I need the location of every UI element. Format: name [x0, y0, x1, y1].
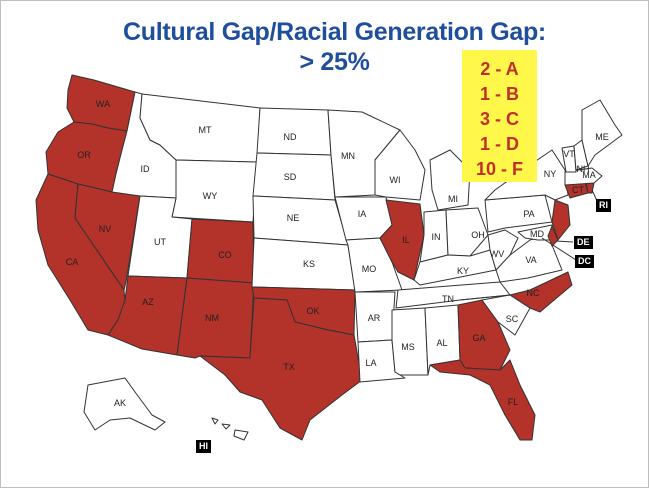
label-mn: MN: [341, 151, 355, 161]
label-nh: NH: [577, 164, 590, 174]
label-wy: WY: [203, 191, 218, 201]
label-ga: GA: [472, 333, 485, 343]
label-co: CO: [218, 250, 232, 260]
label-nc: NC: [527, 288, 540, 298]
label-tn: TN: [442, 294, 454, 304]
label-nv: NV: [99, 224, 112, 234]
label-il: IL: [402, 235, 410, 245]
state-vt[interactable]: [561, 145, 577, 173]
tag-dc: DC: [575, 255, 594, 268]
label-ok: OK: [306, 306, 319, 316]
state-wy[interactable]: [171, 159, 258, 223]
label-ar: AR: [368, 313, 381, 323]
label-mo: MO: [362, 264, 377, 274]
tag-ri: RI: [596, 199, 611, 212]
label-id: ID: [141, 164, 151, 174]
state-fl[interactable]: [429, 359, 536, 441]
label-al: AL: [436, 338, 447, 348]
label-fl: FL: [508, 397, 519, 407]
label-md: MD: [530, 229, 544, 239]
label-mi: MI: [448, 194, 458, 204]
state-hi-island-3: [233, 429, 249, 441]
label-me: ME: [595, 132, 609, 142]
label-nd: ND: [284, 132, 297, 142]
state-il[interactable]: [379, 199, 425, 281]
label-ks: KS: [303, 259, 315, 269]
label-az: AZ: [142, 297, 154, 307]
state-ne[interactable]: [252, 195, 349, 246]
legend-row-b: 1 - B: [479, 84, 519, 104]
state-hi[interactable]: [211, 417, 219, 425]
label-wi: WI: [390, 175, 401, 185]
label-pa: PA: [523, 209, 534, 219]
label-mt: MT: [199, 125, 212, 135]
label-wa: WA: [96, 99, 110, 109]
label-vt: VT: [563, 149, 575, 159]
label-ny: NY: [544, 169, 557, 179]
legend-row-d: 1 - D: [479, 134, 519, 154]
state-me[interactable]: [581, 99, 623, 167]
legend-row-c: 3 - C: [479, 109, 519, 129]
state-hi-island-2: [221, 423, 231, 430]
label-ca: CA: [66, 257, 79, 267]
tag-de: DE: [574, 236, 593, 249]
label-in: IN: [432, 232, 441, 242]
label-sc: SC: [506, 314, 519, 324]
label-ms: MS: [401, 342, 415, 352]
label-ma: MA: [582, 170, 596, 180]
state-de[interactable]: [547, 225, 559, 247]
state-pa[interactable]: [484, 194, 553, 233]
map-subtitle: > 25%: [299, 48, 370, 76]
state-ak[interactable]: [83, 377, 166, 431]
map-title: Cultural Gap/Racial Generation Gap:: [123, 18, 546, 46]
label-ak: AK: [114, 398, 126, 408]
label-ne: NE: [287, 213, 300, 223]
label-ut: UT: [154, 237, 166, 247]
state-wv[interactable]: [487, 229, 519, 271]
tag-hi: HI: [196, 440, 211, 453]
dc-leader: [541, 237, 577, 261]
label-wv: WV: [490, 249, 505, 259]
state-nj[interactable]: [551, 199, 571, 241]
state-md[interactable]: [517, 224, 556, 241]
legend-row-a: 2 - A: [480, 59, 519, 79]
label-va: VA: [525, 255, 536, 265]
label-ky: KY: [457, 266, 469, 276]
label-ct: CT: [572, 185, 584, 195]
state-mi[interactable]: [429, 149, 471, 211]
legend-row-f: 10 - F: [475, 159, 523, 179]
state-oh[interactable]: [445, 207, 489, 257]
label-sd: SD: [284, 172, 297, 182]
state-wi[interactable]: [374, 129, 426, 201]
state-va[interactable]: [495, 234, 563, 283]
label-tx: TX: [283, 362, 295, 372]
state-tx[interactable]: [199, 297, 363, 441]
label-nm: NM: [205, 313, 219, 323]
grade-legend: 2 - A 1 - B 3 - C 1 - D 10 - F: [462, 50, 537, 182]
label-oh: OH: [471, 230, 485, 240]
de-leader: [555, 240, 574, 243]
label-or: OR: [77, 150, 91, 160]
state-nc[interactable]: [459, 271, 573, 313]
label-ia: IA: [358, 209, 367, 219]
label-la: LA: [365, 358, 376, 368]
